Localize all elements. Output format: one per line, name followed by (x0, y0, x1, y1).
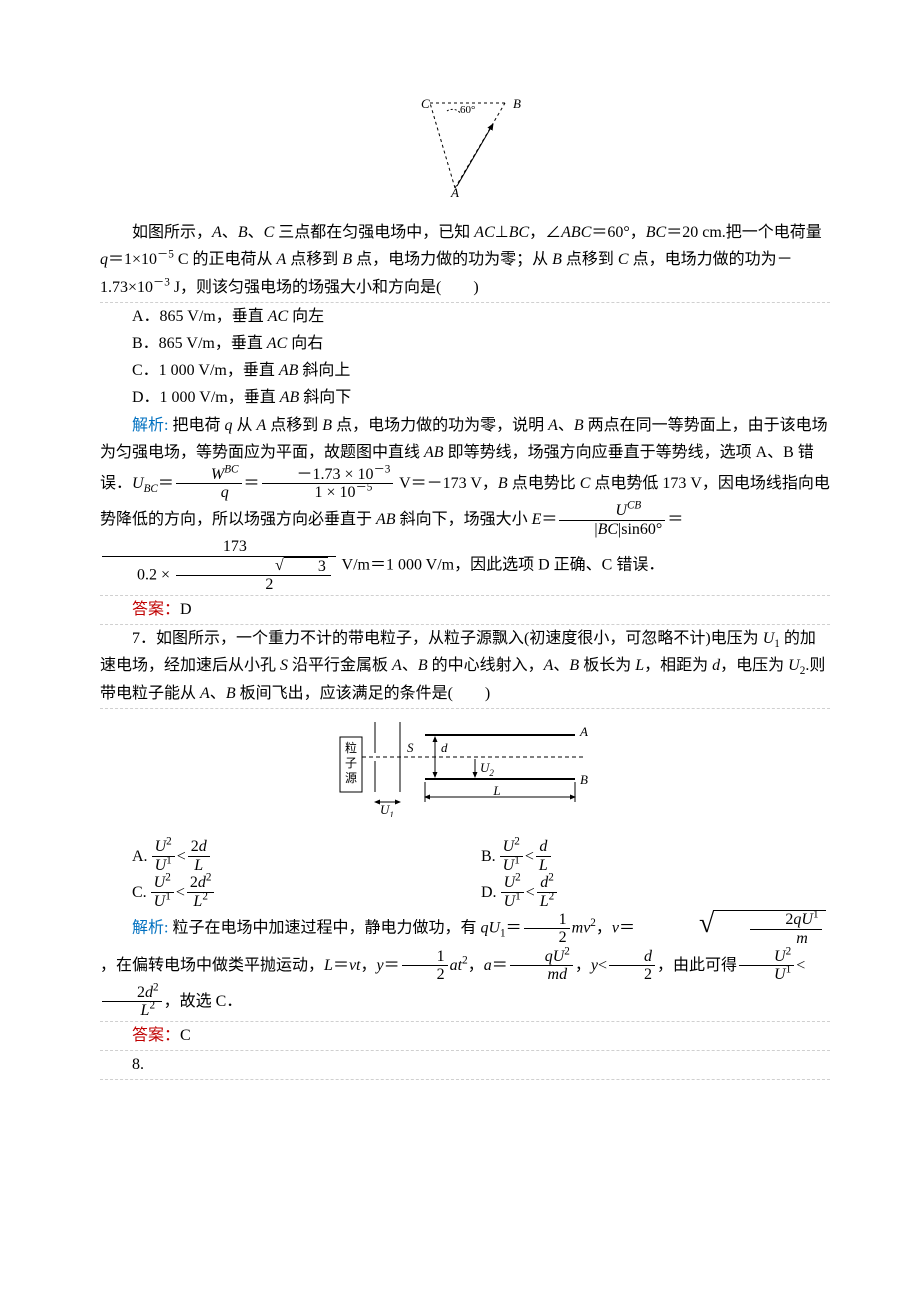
q7-options: A. U2U1<2dL B. U2U1<dL C. U2U1<2d2L2 D. … (100, 838, 830, 910)
q7-opt-a: A. U2U1<2dL (132, 838, 481, 874)
svg-text:源: 源 (345, 771, 357, 785)
answer-label: 答案： (132, 601, 180, 618)
q6-stem: 如图所示，A、B、C 三点都在匀强电场中，已知 AC⊥BC，∠ABC＝60°，B… (100, 219, 830, 303)
q7-opt-c: C. U2U1<2d2L2 (132, 874, 481, 910)
figure-triangle: A B C 60° (100, 98, 830, 207)
q6-options: A．865 V/m，垂直 AC 向左 B．865 V/m，垂直 AC 向右 C．… (100, 303, 830, 412)
q8-number: 8. (100, 1051, 830, 1080)
q7-number: 7． (132, 630, 156, 647)
q6-opt-a: A．865 V/m，垂直 AC 向左 (132, 303, 830, 330)
svg-text:子: 子 (345, 756, 357, 770)
q7-analysis: 解析: 粒子在电场中加速过程中，静电力做功，有 qU1＝12mv2，v＝√2qU… (100, 910, 830, 1022)
svg-text:d: d (441, 740, 448, 755)
q6-opt-b: B．865 V/m，垂直 AC 向右 (132, 330, 830, 357)
fig1-label-b: B (513, 98, 521, 111)
fig1-angle: 60° (460, 104, 475, 116)
q6-opt-c: C．1 000 V/m，垂直 AB 斜向上 (132, 357, 830, 384)
answer-label: 答案： (132, 1027, 180, 1044)
svg-text:U2: U2 (480, 760, 494, 778)
q6-t1: 如图所示， (132, 224, 212, 241)
svg-text:粒: 粒 (345, 740, 357, 755)
q6-analysis: 解析: 把电荷 q 从 A 点移到 B 点，电场力做的功为零，说明 A、B 两点… (100, 412, 830, 597)
q6-answer: 答案：D (100, 596, 830, 625)
fig1-label-c: C (421, 98, 430, 111)
q7-answer: 答案：C 8. (100, 1022, 830, 1080)
q7-opt-b: B. U2U1<dL (481, 838, 830, 874)
q6-answer-val: D (180, 601, 192, 618)
q7-answer-val: C (180, 1027, 191, 1044)
figure-capacitor: 粒 子 源 S A B d U2 U1 L (100, 717, 830, 826)
capacitor-svg: 粒 子 源 S A B d U2 U1 L (335, 717, 595, 817)
svg-text:B: B (580, 772, 588, 787)
svg-text:U1: U1 (380, 802, 394, 817)
q7-opt-d: D. U2U1<d2L2 (481, 874, 830, 910)
svg-text:S: S (407, 740, 414, 755)
triangle-svg: A B C 60° (395, 98, 535, 198)
q6-opt-d: D．1 000 V/m，垂直 AB 斜向下 (132, 384, 830, 411)
svg-text:L: L (492, 783, 500, 798)
analysis-label: 解析: (132, 920, 168, 937)
analysis-label: 解析: (132, 417, 168, 434)
fig1-label-a: A (450, 185, 459, 198)
svg-text:A: A (579, 724, 588, 739)
q7-stem: 7．如图所示，一个重力不计的带电粒子，从粒子源飘入(初速度很小，可忽略不计)电压… (100, 625, 830, 709)
